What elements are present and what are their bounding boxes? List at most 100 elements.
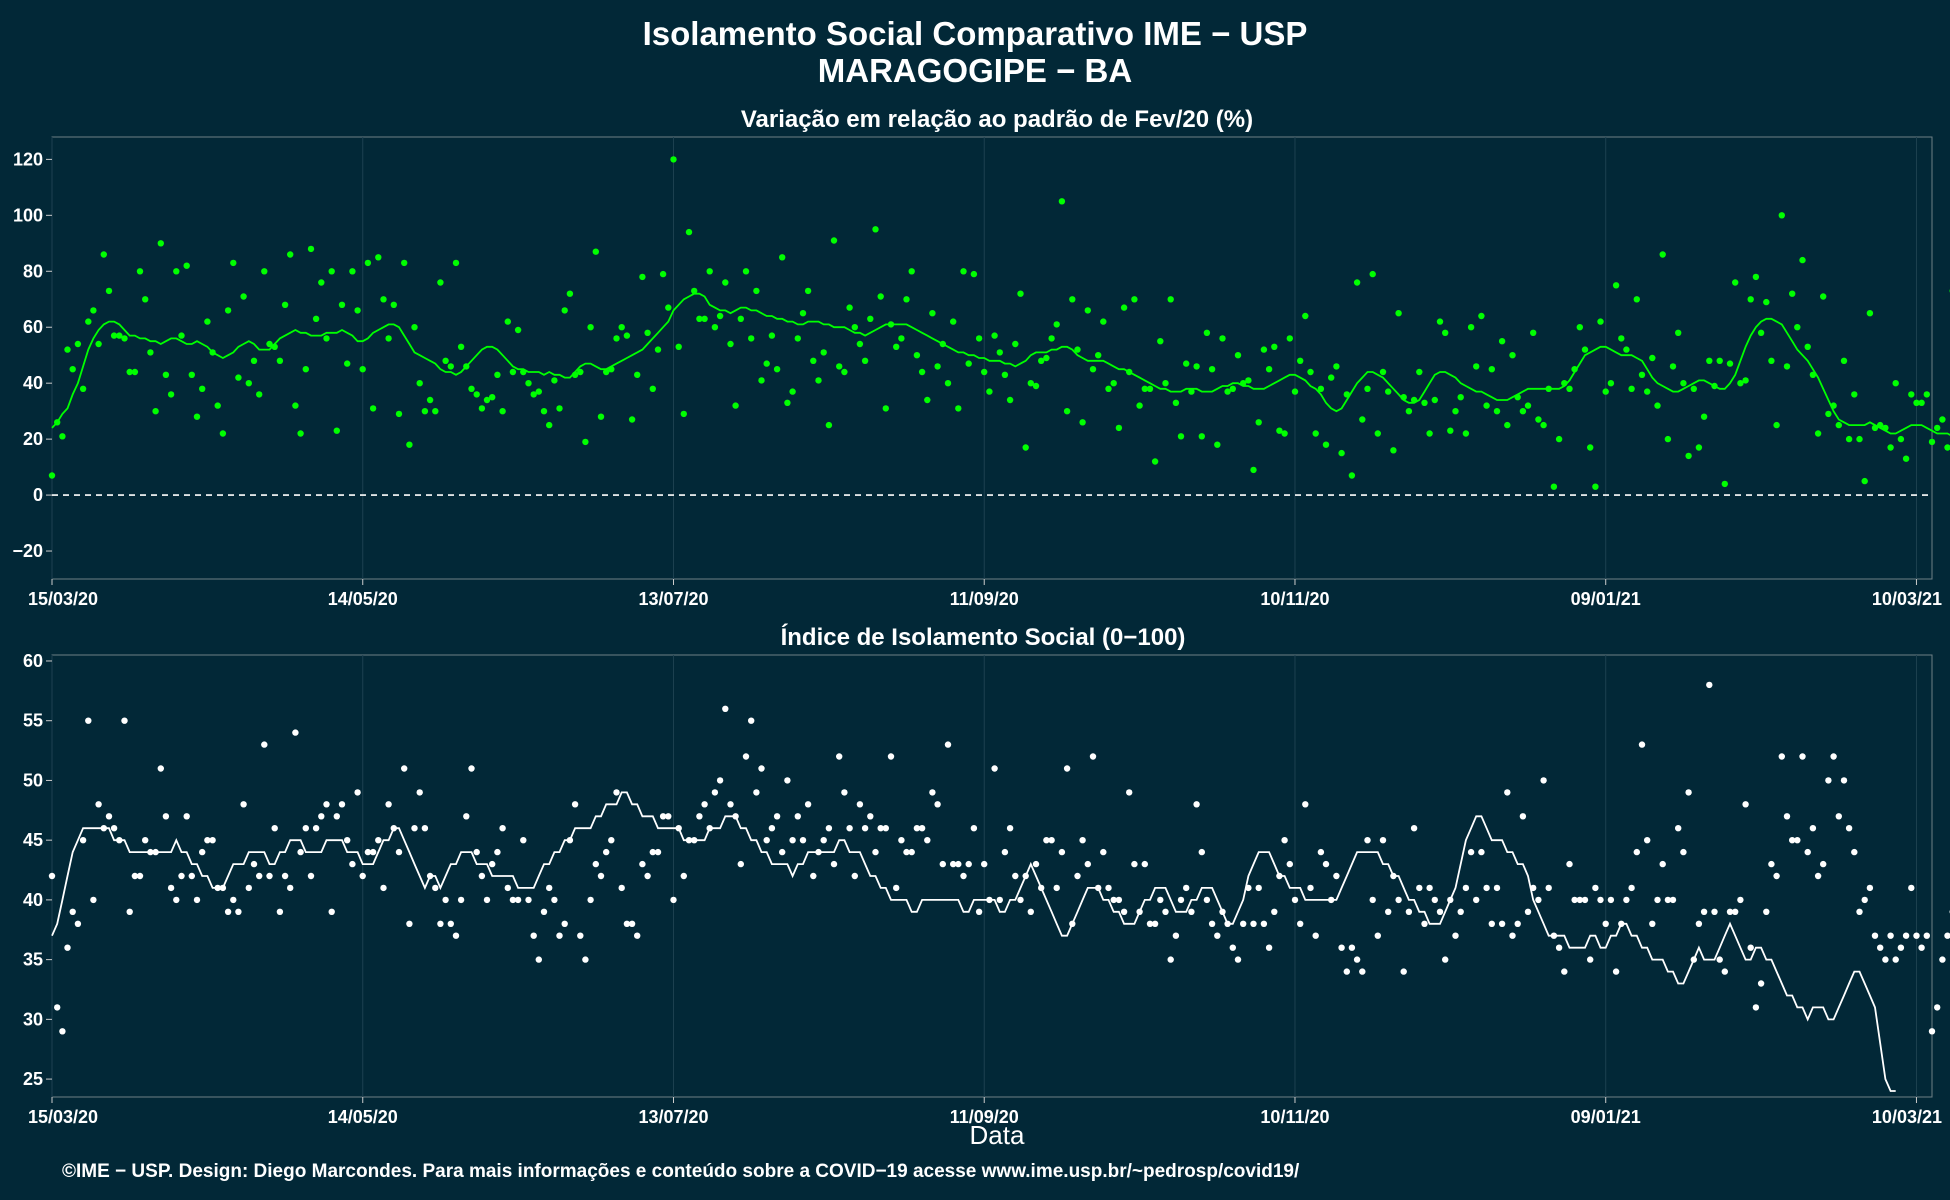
data-point: [737, 860, 744, 868]
data-point: [1379, 837, 1387, 844]
data-point: [1488, 366, 1496, 373]
x-tick-label: 09/01/21: [1571, 1107, 1641, 1127]
data-point: [830, 860, 838, 868]
data-point: [1410, 396, 1418, 404]
data-point: [1198, 848, 1206, 856]
data-point: [1307, 884, 1314, 892]
data-point: [1928, 438, 1936, 446]
data-point: [1151, 920, 1159, 927]
data-point: [659, 813, 667, 820]
data-point: [1369, 896, 1376, 904]
data-point: [1923, 932, 1931, 939]
data-point: [364, 259, 372, 267]
data-point: [1183, 360, 1190, 367]
data-point: [338, 301, 346, 308]
data-point: [1079, 419, 1086, 426]
data-point: [711, 789, 719, 796]
data-point: [157, 240, 164, 247]
data-point: [867, 813, 874, 820]
data-point: [468, 765, 475, 772]
data-point: [1695, 920, 1703, 927]
data-point: [1348, 472, 1356, 479]
data-point: [613, 789, 620, 796]
data-point: [1882, 424, 1889, 432]
data-point: [188, 371, 195, 378]
data-point: [333, 427, 340, 434]
data-point: [934, 801, 941, 808]
data-point: [1908, 391, 1915, 398]
data-point: [1224, 920, 1231, 927]
data-point: [918, 825, 926, 832]
data-point: [1359, 968, 1366, 975]
data-point: [147, 349, 154, 356]
data-point: [1364, 837, 1371, 844]
data-point: [768, 332, 776, 339]
data-point: [1856, 435, 1863, 443]
data-point: [628, 416, 636, 423]
data-point: [504, 884, 511, 892]
data-point: [126, 908, 133, 915]
data-point: [1545, 385, 1552, 392]
data-point: [701, 315, 708, 322]
data-point: [1343, 391, 1351, 398]
data-point: [214, 884, 221, 892]
data-point: [1208, 366, 1216, 373]
x-tick-label: 11/09/20: [950, 1107, 1019, 1127]
data-point: [546, 421, 553, 429]
data-point: [1530, 329, 1537, 336]
data-point: [173, 268, 180, 275]
data-point: [1141, 385, 1149, 392]
data-point: [649, 848, 656, 856]
data-point: [773, 366, 781, 373]
data-point: [116, 332, 123, 339]
moving-average-line: [51, 292, 1950, 436]
data-point: [1540, 777, 1547, 784]
data-point: [1628, 385, 1635, 392]
data-point: [1939, 956, 1946, 963]
data-point: [1374, 430, 1382, 437]
data-point: [1773, 872, 1780, 880]
y-tick-label: 45: [23, 830, 43, 850]
data-point: [121, 717, 128, 724]
data-point: [1732, 908, 1739, 915]
data-point: [1840, 777, 1848, 784]
data-point: [665, 813, 672, 820]
data-point: [841, 368, 848, 376]
data-point: [489, 394, 496, 401]
data-point: [1400, 394, 1407, 401]
data-point: [302, 366, 309, 373]
data-point: [95, 801, 102, 808]
data-point: [748, 717, 755, 724]
data-point: [815, 377, 822, 384]
data-point: [898, 335, 905, 342]
data-point: [1897, 435, 1905, 443]
data-point: [836, 753, 843, 760]
data-point: [240, 801, 247, 808]
data-point: [1400, 968, 1407, 975]
data-point: [214, 402, 221, 409]
data-point: [950, 318, 957, 325]
data-point: [654, 848, 662, 856]
data-point: [1379, 368, 1387, 376]
data-point: [913, 825, 921, 832]
y-tick-label: 55: [23, 711, 43, 731]
data-point: [478, 872, 486, 880]
data-point: [628, 920, 636, 927]
data-point: [763, 360, 770, 367]
data-point: [960, 268, 967, 275]
data-point: [447, 920, 454, 927]
data-point: [1851, 848, 1858, 856]
data-point: [577, 368, 584, 376]
data-point: [1120, 304, 1128, 311]
data-point: [473, 391, 480, 398]
data-point: [437, 279, 444, 286]
data-point: [1721, 968, 1729, 975]
data-point: [1431, 396, 1439, 404]
data-point: [297, 848, 304, 856]
data-point: [603, 848, 610, 856]
data-point: [1804, 343, 1811, 350]
data-point: [1322, 860, 1330, 868]
data-point: [1820, 293, 1827, 300]
variation-panel-title: Variação em relação ao padrão de Fev/20 …: [741, 106, 1253, 133]
data-point: [162, 371, 170, 378]
